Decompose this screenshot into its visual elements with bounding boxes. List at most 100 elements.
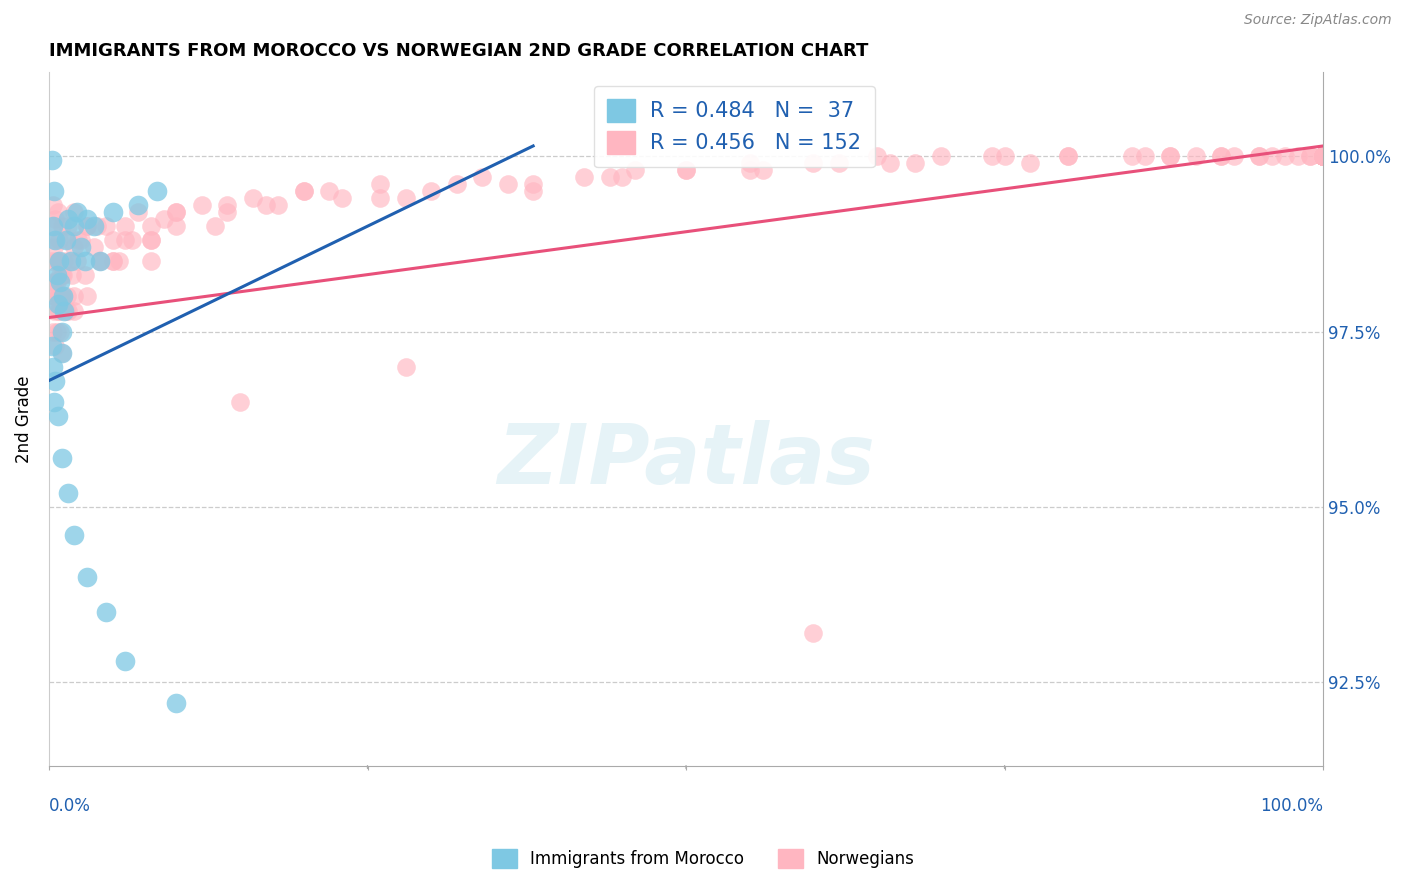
Point — [42, 219, 65, 234]
Point — [44, 212, 66, 227]
Point — [1312, 149, 1334, 163]
Point — [121, 234, 143, 248]
Point — [41, 338, 63, 352]
Point — [318, 185, 340, 199]
Point — [48, 234, 70, 248]
Point — [751, 163, 773, 178]
Point — [599, 170, 621, 185]
Point — [1312, 149, 1334, 163]
Point — [1312, 149, 1334, 163]
Point — [242, 191, 264, 205]
Point — [51, 345, 73, 359]
Point — [56, 485, 79, 500]
Point — [139, 234, 162, 248]
Point — [1184, 149, 1206, 163]
Point — [83, 240, 105, 254]
Legend: R = 0.484   N =  37, R = 0.456   N = 152: R = 0.484 N = 37, R = 0.456 N = 152 — [593, 86, 875, 168]
Point — [101, 254, 124, 268]
Point — [1312, 149, 1334, 163]
Point — [572, 170, 595, 185]
Point — [42, 240, 65, 254]
Legend: Immigrants from Morocco, Norwegians: Immigrants from Morocco, Norwegians — [485, 842, 921, 875]
Point — [1057, 149, 1080, 163]
Point — [42, 289, 65, 303]
Point — [330, 191, 353, 205]
Point — [69, 240, 91, 254]
Point — [96, 219, 118, 234]
Point — [114, 654, 136, 668]
Point — [45, 268, 67, 283]
Point — [46, 289, 69, 303]
Point — [66, 205, 89, 219]
Point — [101, 234, 124, 248]
Point — [675, 163, 697, 178]
Point — [59, 254, 82, 268]
Point — [56, 234, 79, 248]
Point — [1312, 149, 1334, 163]
Point — [1121, 149, 1143, 163]
Point — [60, 268, 83, 283]
Point — [1312, 149, 1334, 163]
Point — [89, 254, 111, 268]
Point — [67, 234, 90, 248]
Point — [165, 205, 187, 219]
Point — [44, 276, 66, 290]
Point — [146, 185, 169, 199]
Point — [48, 254, 70, 268]
Point — [165, 219, 187, 234]
Point — [1019, 156, 1042, 170]
Point — [46, 303, 69, 318]
Point — [52, 289, 75, 303]
Point — [904, 156, 927, 170]
Point — [89, 254, 111, 268]
Point — [42, 276, 65, 290]
Point — [165, 696, 187, 710]
Point — [1299, 149, 1322, 163]
Point — [69, 234, 91, 248]
Point — [738, 156, 761, 170]
Point — [45, 254, 67, 268]
Point — [114, 219, 136, 234]
Point — [1312, 149, 1334, 163]
Point — [1057, 149, 1080, 163]
Point — [1211, 149, 1233, 163]
Point — [42, 303, 65, 318]
Point — [1312, 149, 1334, 163]
Point — [1261, 149, 1284, 163]
Point — [127, 198, 149, 212]
Point — [96, 605, 118, 619]
Point — [51, 450, 73, 465]
Point — [63, 289, 86, 303]
Point — [879, 156, 901, 170]
Point — [496, 178, 519, 192]
Point — [1312, 149, 1334, 163]
Point — [44, 374, 66, 388]
Point — [1223, 149, 1246, 163]
Point — [55, 303, 77, 318]
Point — [738, 163, 761, 178]
Point — [994, 149, 1017, 163]
Point — [368, 178, 391, 192]
Point — [152, 212, 174, 227]
Point — [1312, 149, 1334, 163]
Point — [229, 394, 252, 409]
Point — [1312, 149, 1334, 163]
Point — [1312, 149, 1334, 163]
Point — [66, 254, 89, 268]
Point — [101, 205, 124, 219]
Point — [127, 205, 149, 219]
Point — [1159, 149, 1181, 163]
Point — [420, 185, 443, 199]
Point — [73, 268, 96, 283]
Point — [803, 156, 825, 170]
Point — [139, 254, 162, 268]
Point — [446, 178, 468, 192]
Point — [1312, 149, 1334, 163]
Point — [139, 234, 162, 248]
Point — [86, 219, 108, 234]
Text: IMMIGRANTS FROM MOROCCO VS NORWEGIAN 2ND GRADE CORRELATION CHART: IMMIGRANTS FROM MOROCCO VS NORWEGIAN 2ND… — [49, 42, 869, 60]
Point — [51, 268, 73, 283]
Point — [292, 185, 315, 199]
Point — [42, 198, 65, 212]
Point — [114, 234, 136, 248]
